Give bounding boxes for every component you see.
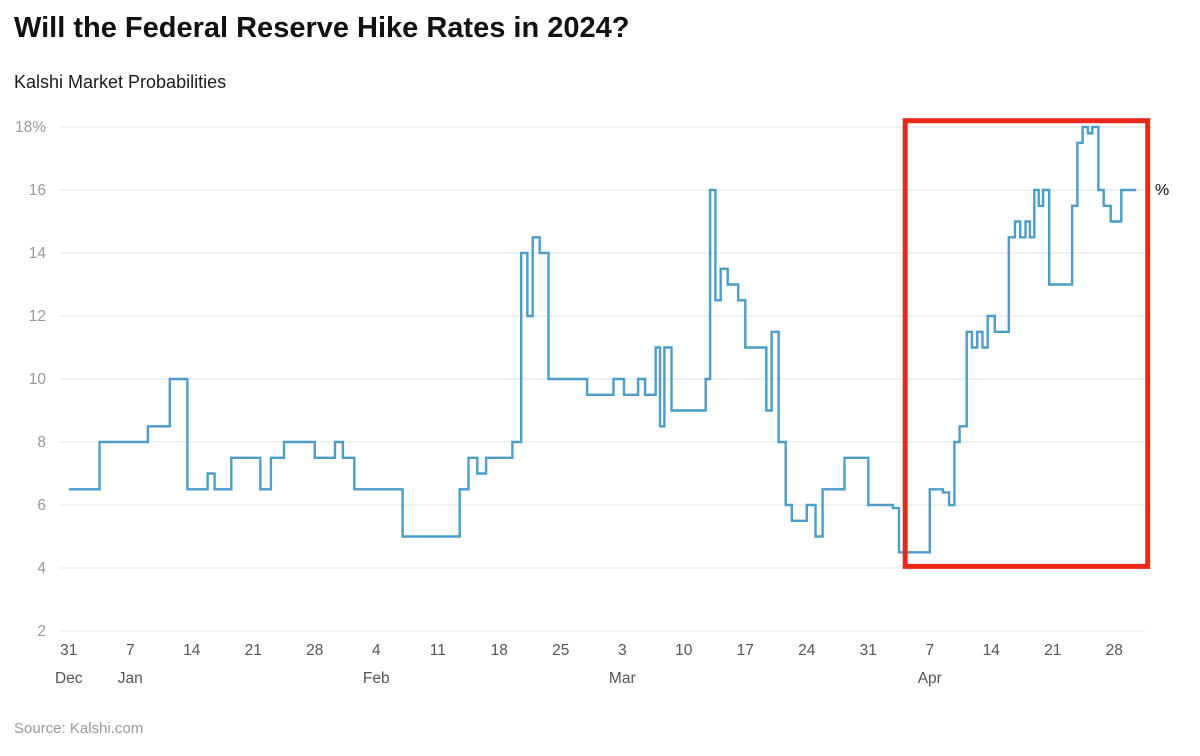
probability-series-line bbox=[68, 125, 1137, 554]
x-tick-label: 24 bbox=[798, 642, 816, 659]
x-month-label: Jan bbox=[118, 670, 143, 687]
y-tick-label: 8 bbox=[37, 434, 46, 451]
x-month-label: Dec bbox=[55, 670, 83, 687]
y-tick-label: 18% bbox=[15, 119, 46, 136]
x-tick-label: 14 bbox=[983, 642, 1001, 659]
x-tick-label: 14 bbox=[183, 642, 201, 659]
x-tick-label: 25 bbox=[552, 642, 569, 659]
x-tick-label: 21 bbox=[245, 642, 262, 659]
x-tick-label: 4 bbox=[372, 642, 381, 659]
x-tick-label: 31 bbox=[860, 642, 877, 659]
chart-subtitle: Kalshi Market Probabilities bbox=[14, 72, 227, 92]
x-tick-label: 10 bbox=[675, 642, 693, 659]
y-tick-label: 16 bbox=[29, 182, 46, 199]
x-tick-label: 7 bbox=[126, 642, 135, 659]
y-gridlines bbox=[60, 126, 1145, 632]
x-tick-label: 28 bbox=[1106, 642, 1123, 659]
x-month-label: Mar bbox=[609, 670, 636, 687]
x-axis-labels: 31 Dec 7 Jan 14 21 28 4 Feb 11 18 25 3 Mar 10 17 24 31 7 Ap… bbox=[55, 642, 1123, 687]
y-tick-label: 10 bbox=[29, 371, 47, 388]
x-tick-label: 18 bbox=[491, 642, 508, 659]
april-highlight-box bbox=[902, 118, 1151, 569]
y-axis-labels: 2 4 6 8 10 12 14 16 18% bbox=[15, 119, 46, 640]
source-attribution: Source: Kalshi.com bbox=[14, 720, 144, 737]
y-tick-label: 14 bbox=[29, 245, 47, 262]
x-tick-label: 17 bbox=[737, 642, 754, 659]
x-tick-label: 21 bbox=[1044, 642, 1061, 659]
x-month-label: Feb bbox=[363, 670, 390, 687]
y-tick-label: 6 bbox=[37, 497, 46, 514]
x-tick-label: 28 bbox=[306, 642, 323, 659]
y-tick-label: 2 bbox=[37, 623, 46, 640]
x-tick-label: 3 bbox=[618, 642, 627, 659]
percent-end-label: % bbox=[1155, 182, 1169, 199]
y-tick-label: 4 bbox=[37, 560, 46, 577]
chart-title: Will the Federal Reserve Hike Rates in 2… bbox=[14, 12, 630, 44]
y-tick-label: 12 bbox=[29, 308, 46, 325]
x-tick-label: 31 bbox=[60, 642, 77, 659]
x-tick-label: 7 bbox=[925, 642, 934, 659]
x-tick-label: 11 bbox=[430, 642, 446, 659]
x-month-label: Apr bbox=[918, 670, 942, 687]
